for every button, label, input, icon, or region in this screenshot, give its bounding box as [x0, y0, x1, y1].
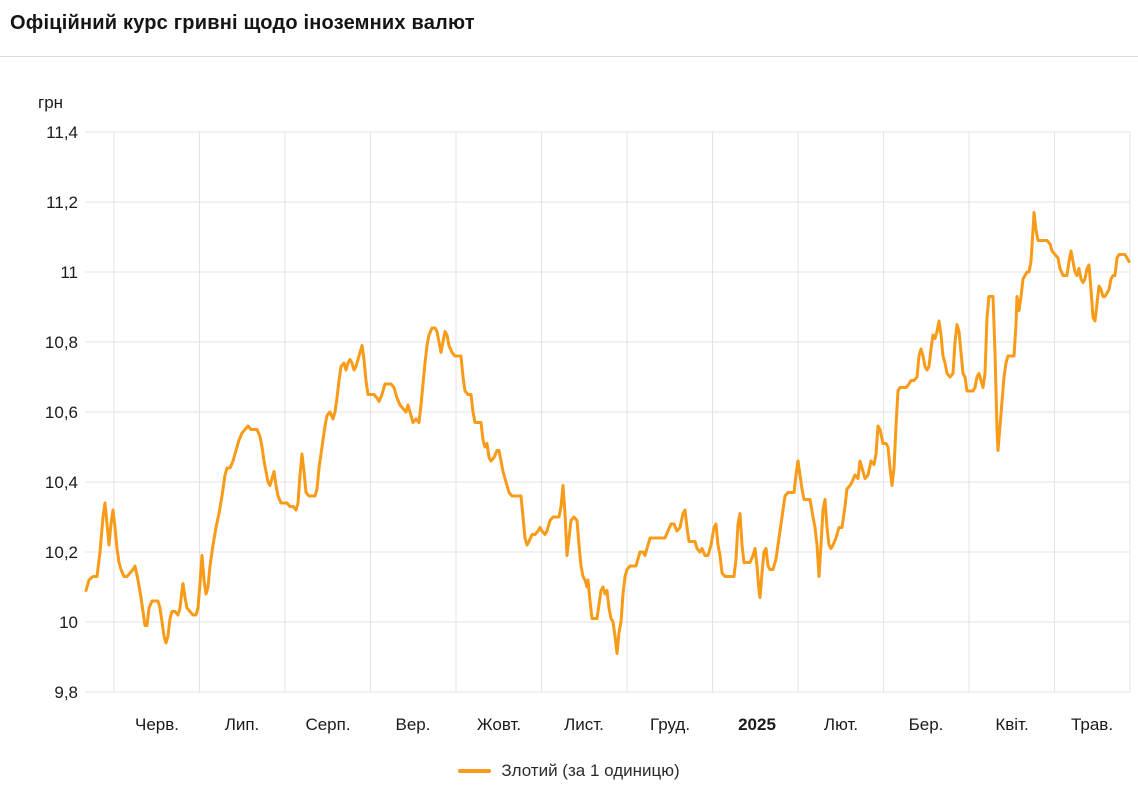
x-tick-label: Трав. [1071, 715, 1113, 734]
legend-line-swatch [458, 769, 492, 773]
y-tick-label: 10,8 [45, 333, 78, 352]
x-tick-label: Черв. [135, 715, 179, 734]
x-tick-label: Вер. [396, 715, 431, 734]
y-tick-label: 11 [60, 263, 78, 282]
x-tick-label: Квіт. [995, 715, 1028, 734]
header: Офіційний курс гривні щодо іноземних вал… [0, 0, 1138, 57]
y-tick-label: 10,4 [45, 473, 78, 492]
series-line-zloty[interactable] [84, 211, 1131, 655]
y-tick-label: 10 [59, 613, 78, 632]
x-tick-label: Лют. [824, 715, 858, 734]
x-tick-label: Груд. [650, 715, 690, 734]
y-tick-label: 10,6 [45, 403, 78, 422]
x-tick-label: Серп. [305, 715, 350, 734]
exchange-rate-line-chart[interactable]: 11,4 11,2 11 10,8 10,6 10,4 10,2 10 9,8 Черв. Лип.… [0, 58, 1138, 795]
legend: Злотий (за 1 одиницю) [0, 759, 1138, 783]
page-title: Офіційний курс гривні щодо іноземних вал… [10, 12, 475, 34]
x-tick-label: Бер. [909, 715, 944, 734]
y-tick-label: 11,2 [46, 193, 78, 212]
y-tick-label: 10,2 [45, 543, 78, 562]
y-tick-label: 11,4 [46, 123, 78, 142]
legend-label[interactable]: Злотий (за 1 одиницю) [501, 761, 680, 780]
x-tick-label: Лист. [564, 715, 604, 734]
x-tick-label: 2025 [738, 715, 776, 734]
x-tick-label: Лип. [225, 715, 260, 734]
x-tick-label: Жовт. [477, 715, 521, 734]
y-axis-unit-label: грн [38, 93, 63, 112]
y-tick-label: 9,8 [54, 683, 78, 702]
